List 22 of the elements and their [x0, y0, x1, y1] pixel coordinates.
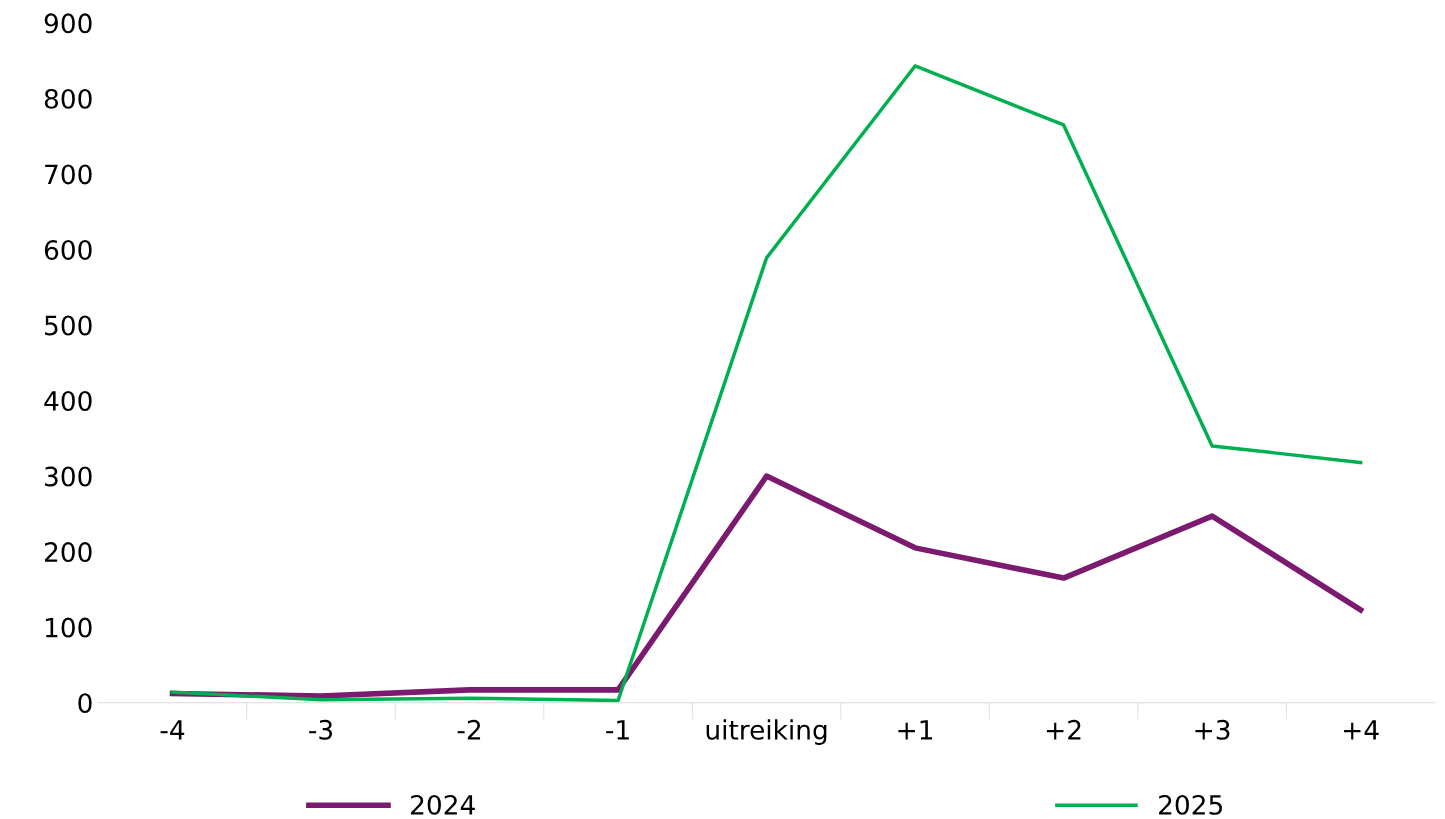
- y-tick-label: 200: [44, 542, 92, 563]
- y-tick-label: 700: [45, 164, 92, 185]
- x-tick-label: +4: [1343, 720, 1379, 740]
- x-tick-label: +3: [1195, 719, 1230, 740]
- y-tick-label: 300: [45, 466, 92, 487]
- legend-label: 2024: [411, 794, 475, 815]
- y-tick-label: 400: [44, 391, 92, 411]
- y-tick-label: 800: [44, 88, 92, 109]
- y-tick-label: 900: [44, 13, 92, 34]
- y-tick-label: 600: [44, 239, 92, 260]
- y-tick-label: 500: [45, 315, 92, 336]
- x-tick-label: -3: [309, 719, 333, 740]
- x-tick-label: +1: [898, 720, 933, 740]
- line-series: [170, 64, 1363, 703]
- x-tick-label: -4: [160, 720, 185, 740]
- x-tick-label: uitreiking: [706, 719, 827, 745]
- x-tick-label: +2: [1046, 719, 1081, 740]
- y-tick-label: 100: [45, 617, 92, 638]
- x-tick-label: -1: [606, 720, 629, 740]
- x-tick-label: -2: [457, 719, 481, 740]
- legend-label: 2025: [1159, 794, 1222, 815]
- y-tick-label: 0: [78, 693, 92, 714]
